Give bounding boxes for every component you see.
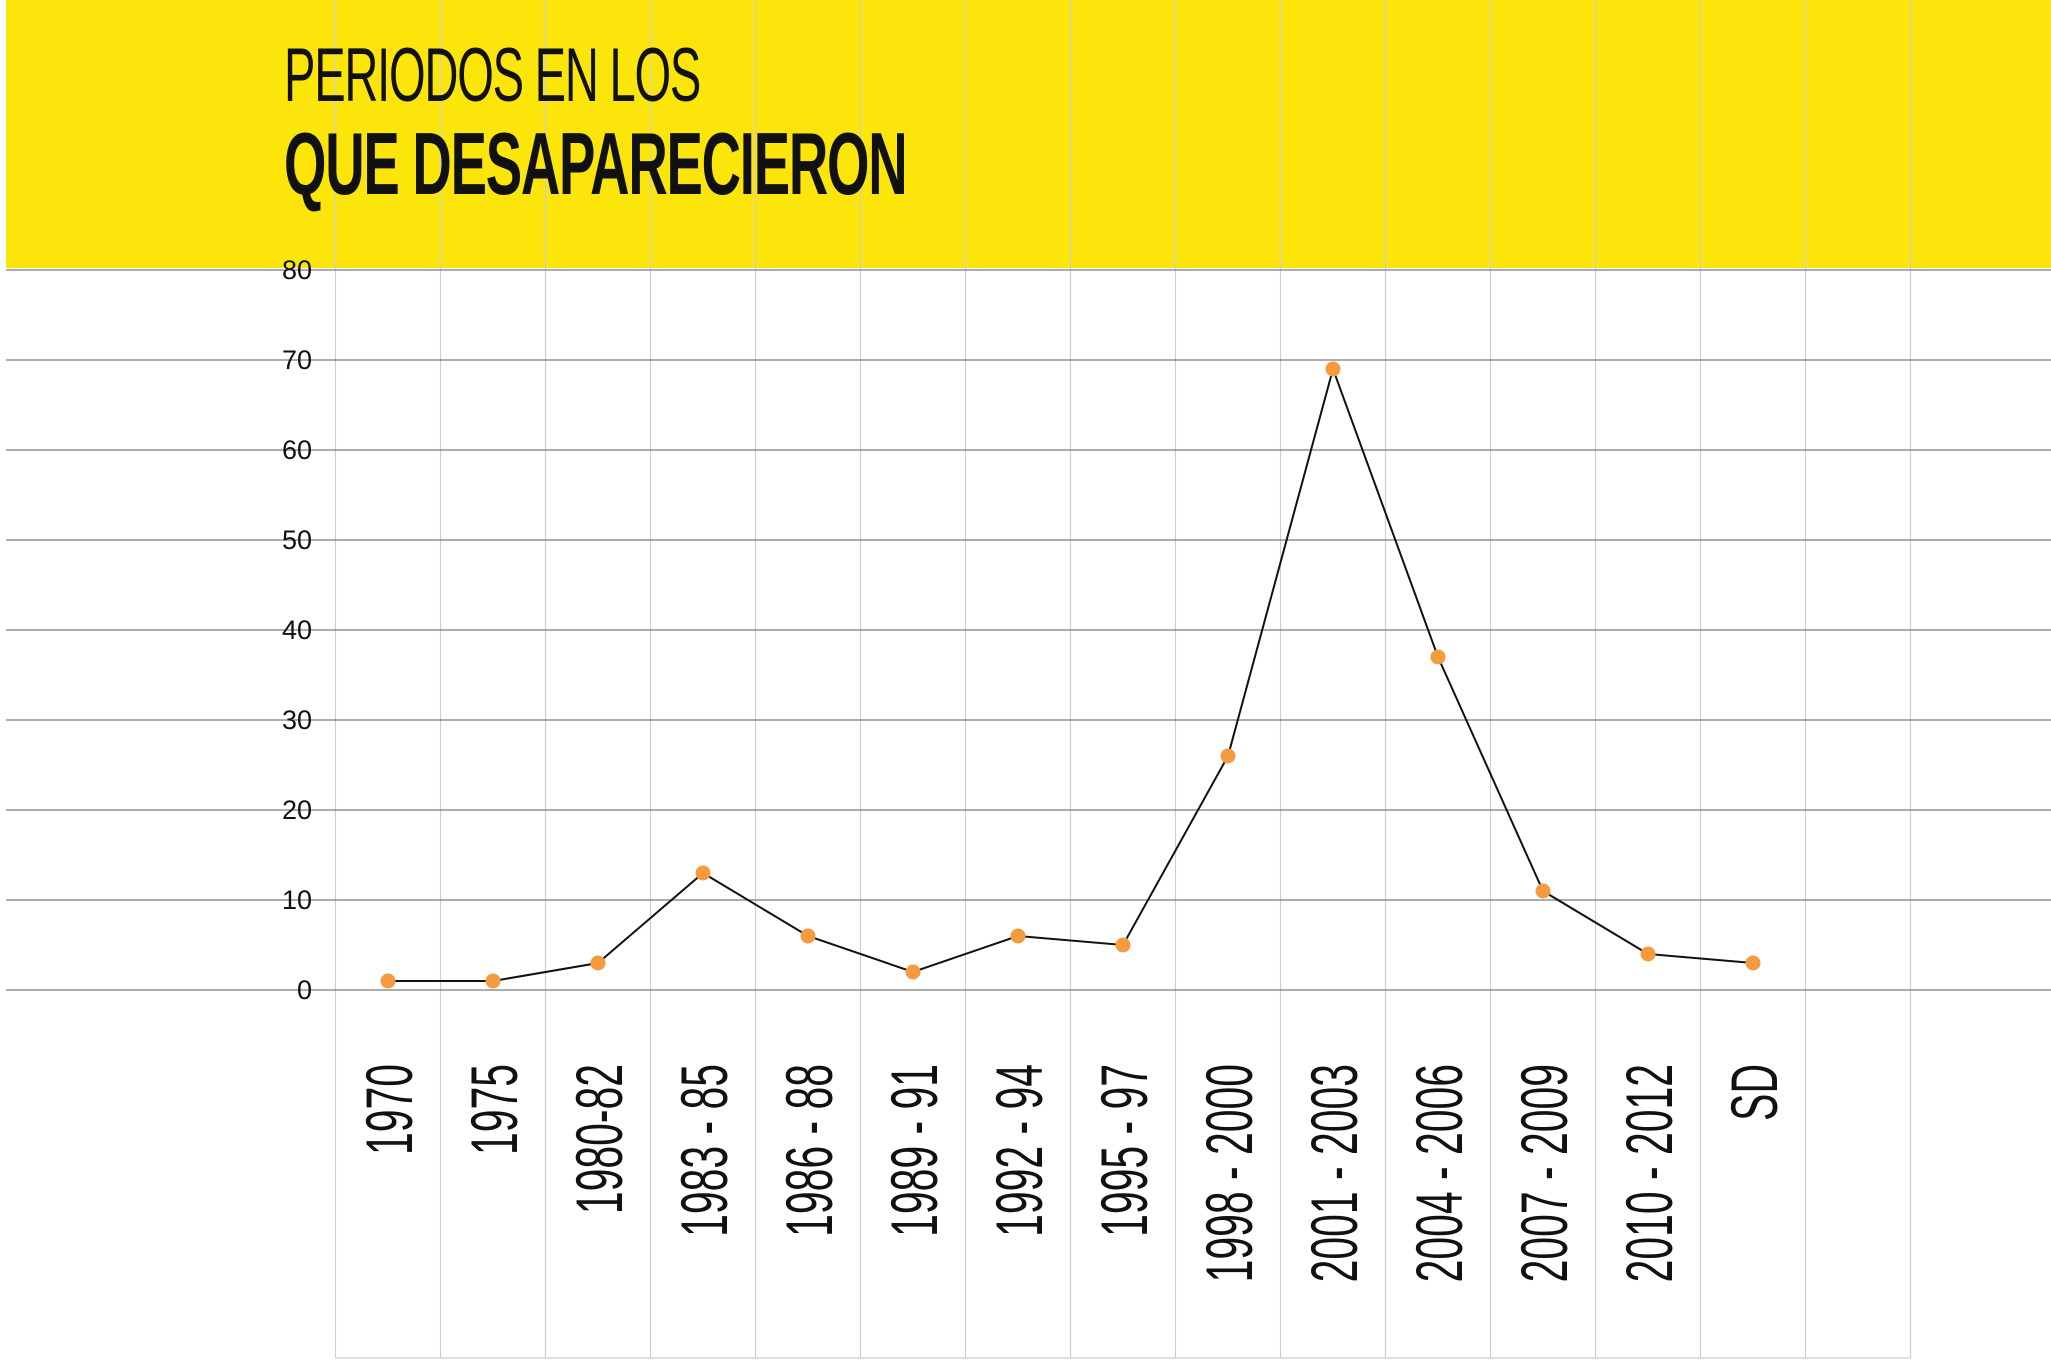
y-axis-ticks: 0 10 20 30 40 50 60 70 80 xyxy=(282,255,312,1005)
x-tick-label: 1998 - 2000 xyxy=(1192,1064,1267,1282)
data-point xyxy=(1220,748,1236,764)
chart-title-line-2: QUE DESAPARECIERON xyxy=(284,114,908,213)
y-tick-label: 80 xyxy=(282,255,312,285)
x-tick-label: 1980-82 xyxy=(562,1064,637,1214)
chart-title-line-1: PERIODOS EN LOS xyxy=(284,33,701,118)
data-point xyxy=(380,973,396,989)
y-tick-label: 40 xyxy=(282,615,312,645)
data-point xyxy=(1535,883,1551,899)
x-tick-label: 2007 - 2009 xyxy=(1507,1064,1582,1282)
x-tick-label: 2001 - 2003 xyxy=(1297,1064,1372,1282)
data-point xyxy=(590,955,606,971)
data-point xyxy=(1325,361,1341,377)
y-tick-label: 50 xyxy=(282,525,312,555)
data-point xyxy=(800,928,816,944)
y-tick-label: 0 xyxy=(297,975,312,1005)
x-tick-label: 1989 - 91 xyxy=(877,1064,952,1237)
x-tick-label: 2010 - 2012 xyxy=(1612,1064,1687,1282)
data-point xyxy=(695,865,711,881)
x-tick-label: SD xyxy=(1717,1064,1792,1121)
y-tick-label: 70 xyxy=(282,345,312,375)
x-tick-label: 1992 - 94 xyxy=(982,1064,1057,1237)
data-point xyxy=(485,973,501,989)
chart-title: PERIODOS EN LOS QUE DESAPARECIERON xyxy=(284,38,1288,208)
x-tick-label: 1975 xyxy=(457,1064,532,1155)
vertical-gridlines xyxy=(334,0,1912,1359)
data-point xyxy=(1430,649,1446,665)
y-tick-label: 10 xyxy=(282,885,312,915)
data-point xyxy=(1745,955,1761,971)
x-tick-label: 1995 - 97 xyxy=(1087,1064,1162,1237)
x-tick-label: 1983 - 85 xyxy=(667,1064,742,1237)
x-axis-ticks: 1970 1975 1980-82 1983 - 85 1986 - 88 1989 - … xyxy=(352,1064,1792,1282)
y-tick-label: 30 xyxy=(282,705,312,735)
x-tick-label: 1970 xyxy=(352,1064,427,1155)
header-band xyxy=(6,0,2051,268)
data-point xyxy=(905,964,921,980)
y-tick-label: 20 xyxy=(282,795,312,825)
x-tick-label: 2004 - 2006 xyxy=(1402,1064,1477,1282)
data-point xyxy=(1010,928,1026,944)
data-point xyxy=(1115,937,1131,953)
series-line xyxy=(388,365,1754,982)
data-point xyxy=(1640,946,1656,962)
horizontal-gridlines xyxy=(6,269,2051,991)
x-tick-label: 1986 - 88 xyxy=(772,1064,847,1237)
data-markers xyxy=(380,361,1761,989)
y-tick-label: 60 xyxy=(282,435,312,465)
